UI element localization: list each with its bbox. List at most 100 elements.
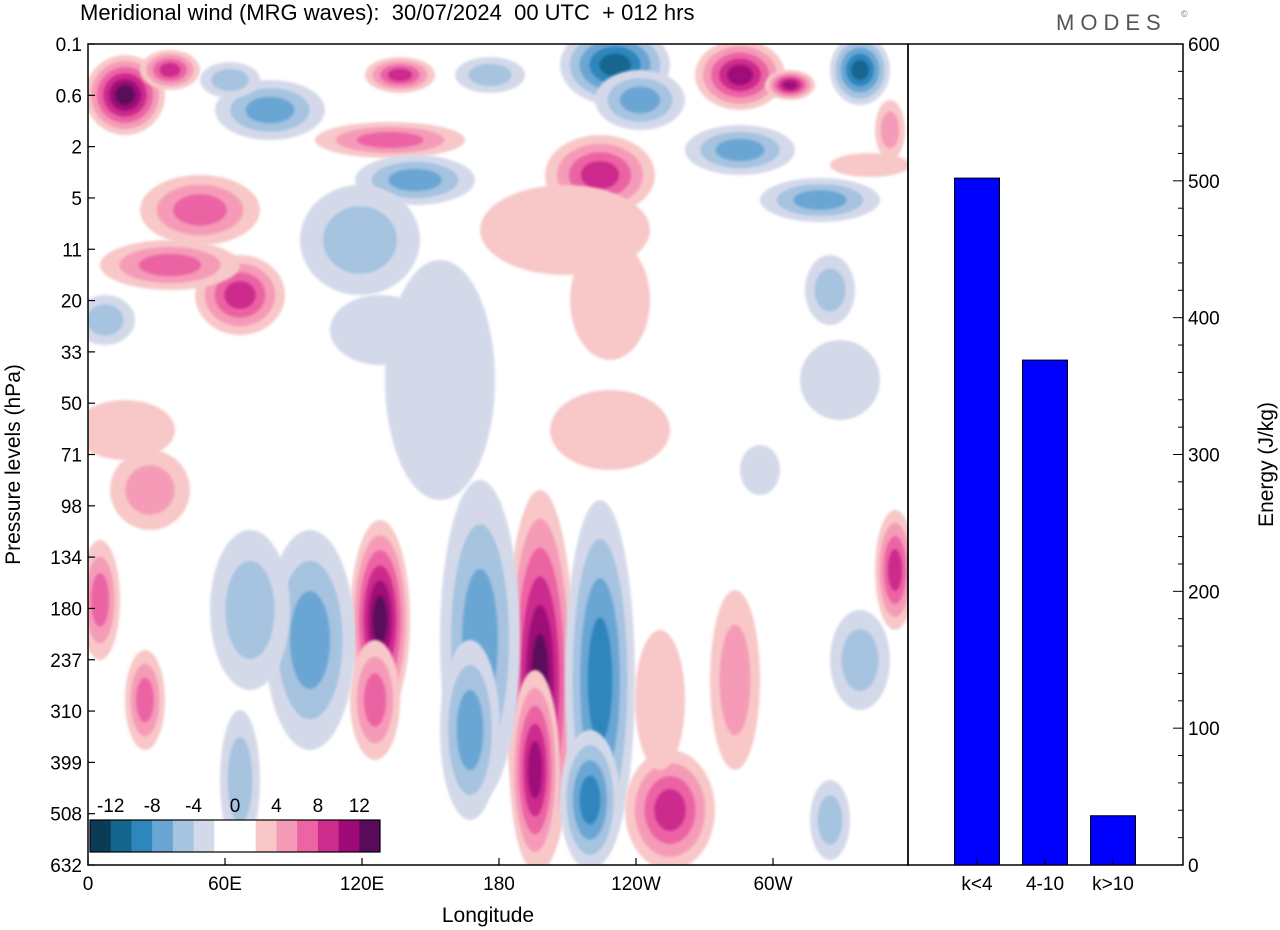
positive-wind-contour <box>88 400 175 460</box>
negative-wind-contour <box>579 775 601 825</box>
colorbar-swatch <box>193 820 215 852</box>
heatmap-field <box>88 44 908 865</box>
colorbar-label: 12 <box>349 796 370 817</box>
y-tick-label: 0.6 <box>56 86 82 107</box>
positive-wind-contour <box>173 194 227 226</box>
bar-category-label: k<4 <box>961 874 993 895</box>
negative-wind-contour <box>817 795 843 845</box>
negative-wind-contour <box>88 304 124 336</box>
y-tick-label: 134 <box>50 548 82 569</box>
positive-wind-contour <box>387 68 413 82</box>
y-tick-label: 0.1 <box>56 35 82 56</box>
bar-category-label: k>10 <box>1092 874 1134 895</box>
positive-wind-contour <box>136 677 154 723</box>
positive-wind-contour <box>888 549 902 591</box>
y-tick-label: 237 <box>50 651 82 672</box>
energy-bar <box>1090 815 1136 866</box>
colorbar-swatch <box>90 820 112 852</box>
x-tick-label: 120E <box>340 874 384 895</box>
positive-wind-contour <box>654 789 686 831</box>
y-tick-label: 2 <box>71 138 82 159</box>
energy-bar-chart: 0 100 200 300 400 500 600 k<4 4-10 k>10 Energy (J/… <box>907 35 1278 895</box>
bar-y-tick-label: 600 <box>1188 35 1220 56</box>
y-tick-label: 11 <box>62 240 82 261</box>
brand-logo: MODES <box>1056 10 1167 35</box>
negative-wind-contour <box>851 60 869 80</box>
x-tick-label: 180 <box>483 874 515 895</box>
positive-wind-contour <box>91 573 109 627</box>
negative-wind-contour <box>800 340 880 420</box>
negative-wind-contour <box>793 190 847 210</box>
y-tick-label: 71 <box>61 446 82 467</box>
negative-wind-contour <box>211 68 249 92</box>
colorbar-swatch <box>338 820 360 852</box>
colorbar-swatch <box>172 820 195 852</box>
x-tick-label: 60W <box>753 874 792 895</box>
negative-wind-contour <box>388 168 442 192</box>
positive-wind-contour <box>550 390 670 470</box>
negative-wind-contour <box>225 560 275 660</box>
energy-bar <box>1022 359 1068 866</box>
y-axis-title: Pressure levels (hPa) <box>2 364 25 565</box>
negative-wind-contour <box>841 629 879 691</box>
negative-wind-contour <box>227 736 253 824</box>
positive-wind-contour <box>727 65 753 85</box>
colorbar-frame <box>89 819 381 853</box>
positive-wind-contour <box>115 85 135 105</box>
positive-wind-contour <box>635 630 685 770</box>
y-tick-label: 20 <box>61 292 82 313</box>
colorbar-swatch <box>152 820 174 852</box>
colorbar-swatch <box>359 820 381 852</box>
heatmap-axes: 0.1 0.6 2 5 11 20 33 50 71 98 134 180 237 310 399 508 63… <box>2 35 909 927</box>
negative-wind-contour <box>620 86 660 114</box>
colorbar-swatch <box>110 820 132 852</box>
colorbar-swatch <box>255 820 277 852</box>
y-tick-label: 50 <box>61 394 82 415</box>
colorbar-label: -4 <box>185 796 202 817</box>
energy-bar <box>954 177 1000 866</box>
negative-wind-contour <box>814 268 846 312</box>
positive-wind-contour <box>830 153 908 177</box>
negative-wind-contour <box>456 690 484 770</box>
colorbar-label: 4 <box>271 796 282 817</box>
positive-wind-contour <box>159 63 181 77</box>
negative-wind-contour <box>245 96 295 124</box>
negative-wind-contour <box>468 63 512 87</box>
brand-copyright-mark: © <box>1181 9 1188 19</box>
bar-y-tick-label: 100 <box>1188 719 1220 740</box>
positive-wind-contour <box>527 741 543 799</box>
y-tick-label: 180 <box>50 599 82 620</box>
colorbar-label: 8 <box>313 796 324 817</box>
y-tick-label: 98 <box>61 497 82 518</box>
colorbar-swatch <box>214 820 236 852</box>
negative-wind-contour <box>740 445 780 495</box>
positive-wind-contour <box>782 80 798 90</box>
positive-wind-contour <box>880 111 900 149</box>
bar-y-tick-label: 0 <box>1188 856 1199 877</box>
negative-wind-contour <box>290 591 330 689</box>
chart-title: Meridional wind (MRG waves): 30/07/2024 … <box>80 0 695 25</box>
y-tick-label: 508 <box>50 805 82 826</box>
colorbar: -12 -8 -4 0 4 8 12 <box>89 796 381 853</box>
colorbar-swatch <box>235 820 257 852</box>
positive-wind-contour <box>719 624 751 736</box>
colorbar-label: 0 <box>230 796 241 817</box>
positive-wind-contour <box>125 465 175 515</box>
x-tick-label: 0 <box>83 874 94 895</box>
positive-wind-contour <box>356 132 424 148</box>
bar-y-tick-label: 500 <box>1188 172 1220 193</box>
y-tick-label: 399 <box>50 753 82 774</box>
negative-wind-contour <box>587 617 613 743</box>
negative-wind-contour <box>715 138 765 162</box>
y-tick-label: 310 <box>50 702 82 723</box>
positive-wind-contour <box>580 161 620 189</box>
colorbar-swatch <box>131 820 153 852</box>
positive-wind-contour <box>138 253 202 277</box>
colorbar-swatch <box>297 820 319 852</box>
colorbar-swatch <box>317 820 340 852</box>
positive-wind-contour <box>570 240 650 360</box>
bar-y-tick-label: 300 <box>1188 446 1220 467</box>
y-tick-label: 632 <box>50 856 82 877</box>
y-tick-label: 33 <box>61 343 82 364</box>
